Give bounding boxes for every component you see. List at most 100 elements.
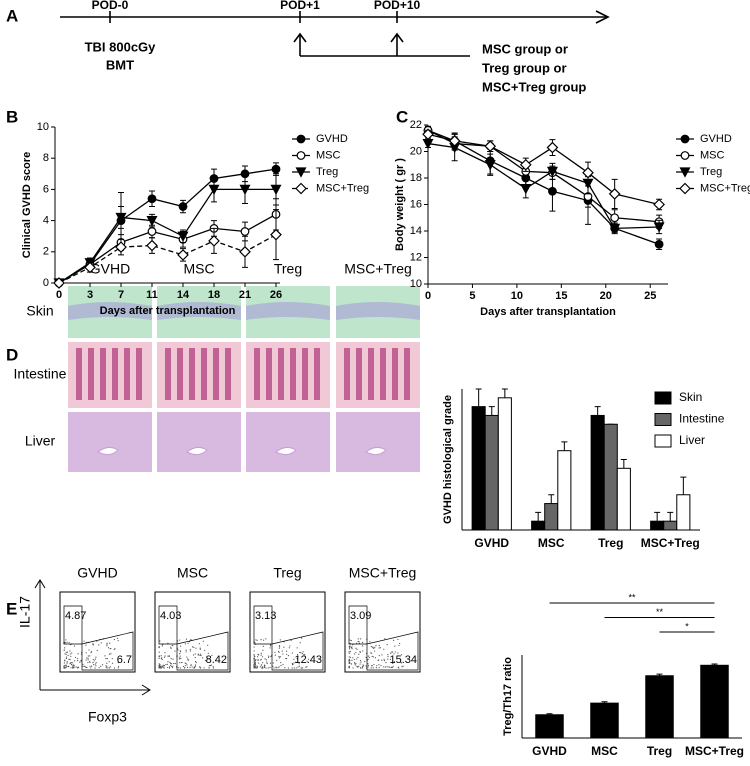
flow-event [380,664,382,667]
flow-event [383,658,385,660]
flow-event [261,667,263,669]
flow-event [108,667,111,669]
villus [290,348,296,400]
villus [201,348,207,400]
flow-event [76,660,79,662]
flow-event [302,651,304,653]
flow-event [197,654,199,656]
marker [679,167,691,178]
flow-event [348,652,350,655]
flow-event [373,663,375,666]
flow-event [267,667,269,669]
flow-event [352,667,354,669]
legend-label: MSC+Treg [700,182,750,194]
flow-event [255,639,257,641]
flow-event [179,653,181,655]
marker [115,241,127,253]
flow-event [197,653,199,655]
flow-event [85,659,87,661]
marker [546,166,558,178]
flow-event [263,666,266,669]
histology-column-label: Treg [274,261,302,277]
flow-event [160,655,162,657]
flow-event [63,665,65,668]
bar [497,397,512,531]
marker [546,141,559,154]
villus [225,348,231,400]
flow-event [100,665,102,667]
flow-event [269,662,272,664]
flow-event [356,642,358,644]
flow-event [84,665,86,667]
flow-event [193,646,195,648]
flow-event [76,666,78,668]
bar [544,503,559,531]
flow-event [70,655,72,658]
flow-event [270,644,272,646]
flow-event [88,649,90,651]
series-line [58,168,277,284]
flow-event [280,664,282,667]
timeline-arrow [293,32,307,43]
flow-event [299,642,301,644]
histology-row-label: Liver [25,433,56,449]
flow-event [167,661,169,663]
flow-event [171,665,173,668]
flow-event [300,667,302,669]
histology-row-label: Skin [26,303,53,319]
flow-event [161,644,164,646]
flow-event [106,645,108,647]
flow-y-label: IL-17 [17,596,33,628]
flow-event [161,645,164,647]
flow-event [104,655,106,657]
flow-event [255,658,257,661]
marker [240,227,250,236]
flow-event [278,657,281,659]
flow-event [296,653,299,656]
flow-column-label: GVHD [77,565,117,581]
flow-gate [253,605,273,645]
flow-plot-frame [154,591,231,673]
flow-event [260,654,262,656]
flow-event [307,658,310,660]
y-axis-label: Treg/Th17 ratio [502,657,514,736]
flow-event [393,661,396,663]
flow-event [291,667,293,669]
gate-percent: 4.87 [65,610,86,622]
flow-event [90,667,92,669]
flow-event [392,665,394,668]
flow-event [165,663,167,666]
flow-event [297,666,299,668]
flow-event [256,665,258,667]
flow-event [278,647,280,649]
flow-event [72,662,74,664]
flow-event [349,656,351,658]
marker [208,235,220,247]
villus [189,348,195,400]
flow-event [348,660,350,662]
flow-event [288,647,290,649]
flow-event [164,655,166,657]
significance-label: * [685,621,689,631]
flow-event [95,656,97,658]
flow-event [90,665,93,667]
flow-event [194,653,196,655]
flow-event [258,654,260,656]
flow-event [159,665,161,667]
panel-label: E [6,599,17,618]
flow-event [195,660,197,663]
flow-event [272,665,274,667]
flow-event [74,666,76,668]
flow-event [189,648,191,651]
flow-event [374,650,376,652]
marker [582,166,594,179]
flow-event [295,667,297,669]
gate-percent: 12.43 [294,654,322,666]
flow-event [260,659,262,661]
flow-event [305,666,307,668]
flow-event [68,658,70,660]
flow-event [189,666,191,669]
flow-event [378,647,380,649]
flow-event [64,667,67,669]
